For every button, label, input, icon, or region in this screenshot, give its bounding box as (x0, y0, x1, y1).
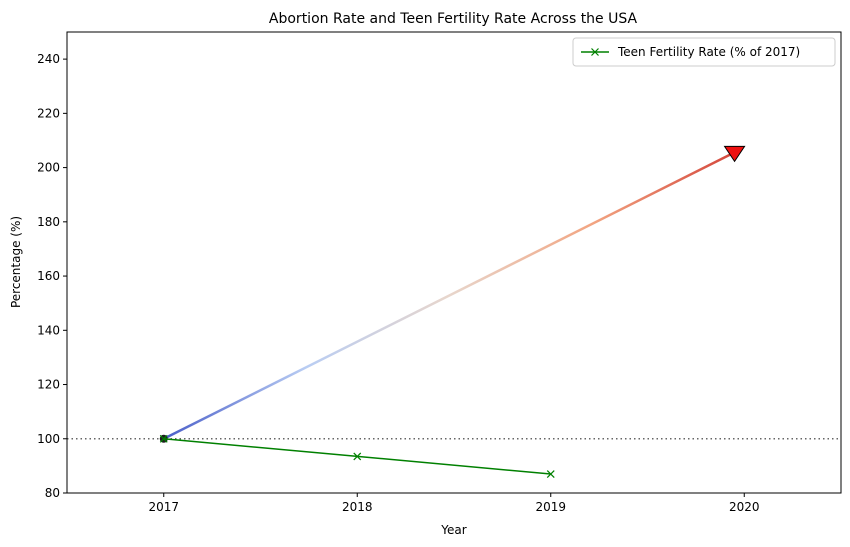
legend-marker (591, 48, 599, 56)
gradient-arrow-head (723, 145, 746, 163)
legend: Teen Fertility Rate (% of 2017) (572, 37, 836, 67)
x-axis-label: Year (440, 523, 466, 537)
chart-title: Abortion Rate and Teen Fertility Rate Ac… (269, 11, 638, 27)
plot-frame (66, 31, 842, 494)
y-axis-label: Percentage (%) (9, 216, 23, 308)
data-point (546, 470, 555, 478)
data-point (159, 434, 168, 443)
x-tick-label: 2020 (729, 500, 760, 514)
data-point (353, 452, 362, 461)
x-tick-label: 2019 (535, 500, 566, 514)
plot-area (67, 32, 841, 493)
y-tick-label: 80 (45, 486, 60, 500)
x-tick-label: 2017 (148, 500, 179, 514)
data-point-stroke (159, 434, 168, 443)
series-layer (159, 434, 555, 478)
y-tick-label: 220 (37, 106, 60, 120)
legend-box (572, 37, 836, 67)
y-tick-label: 180 (37, 215, 60, 229)
gradient-arrow-line (163, 151, 736, 440)
y-tick-label: 100 (37, 432, 60, 446)
y-tick-label: 200 (37, 161, 60, 175)
data-point-stroke (546, 470, 555, 478)
data-point-stroke (353, 452, 362, 461)
y-tick-label: 140 (37, 323, 60, 337)
y-axis: 80 100 120 140 160 180 200 220 240 (37, 52, 67, 500)
y-tick-label: 160 (37, 269, 60, 283)
legend-label: Teen Fertility Rate (% of 2017) (617, 45, 800, 59)
y-tick-label: 120 (37, 378, 60, 392)
x-tick-label: 2018 (342, 500, 373, 514)
y-tick-label: 240 (37, 52, 60, 66)
x-axis: 2017 2018 2019 2020 (148, 493, 760, 514)
